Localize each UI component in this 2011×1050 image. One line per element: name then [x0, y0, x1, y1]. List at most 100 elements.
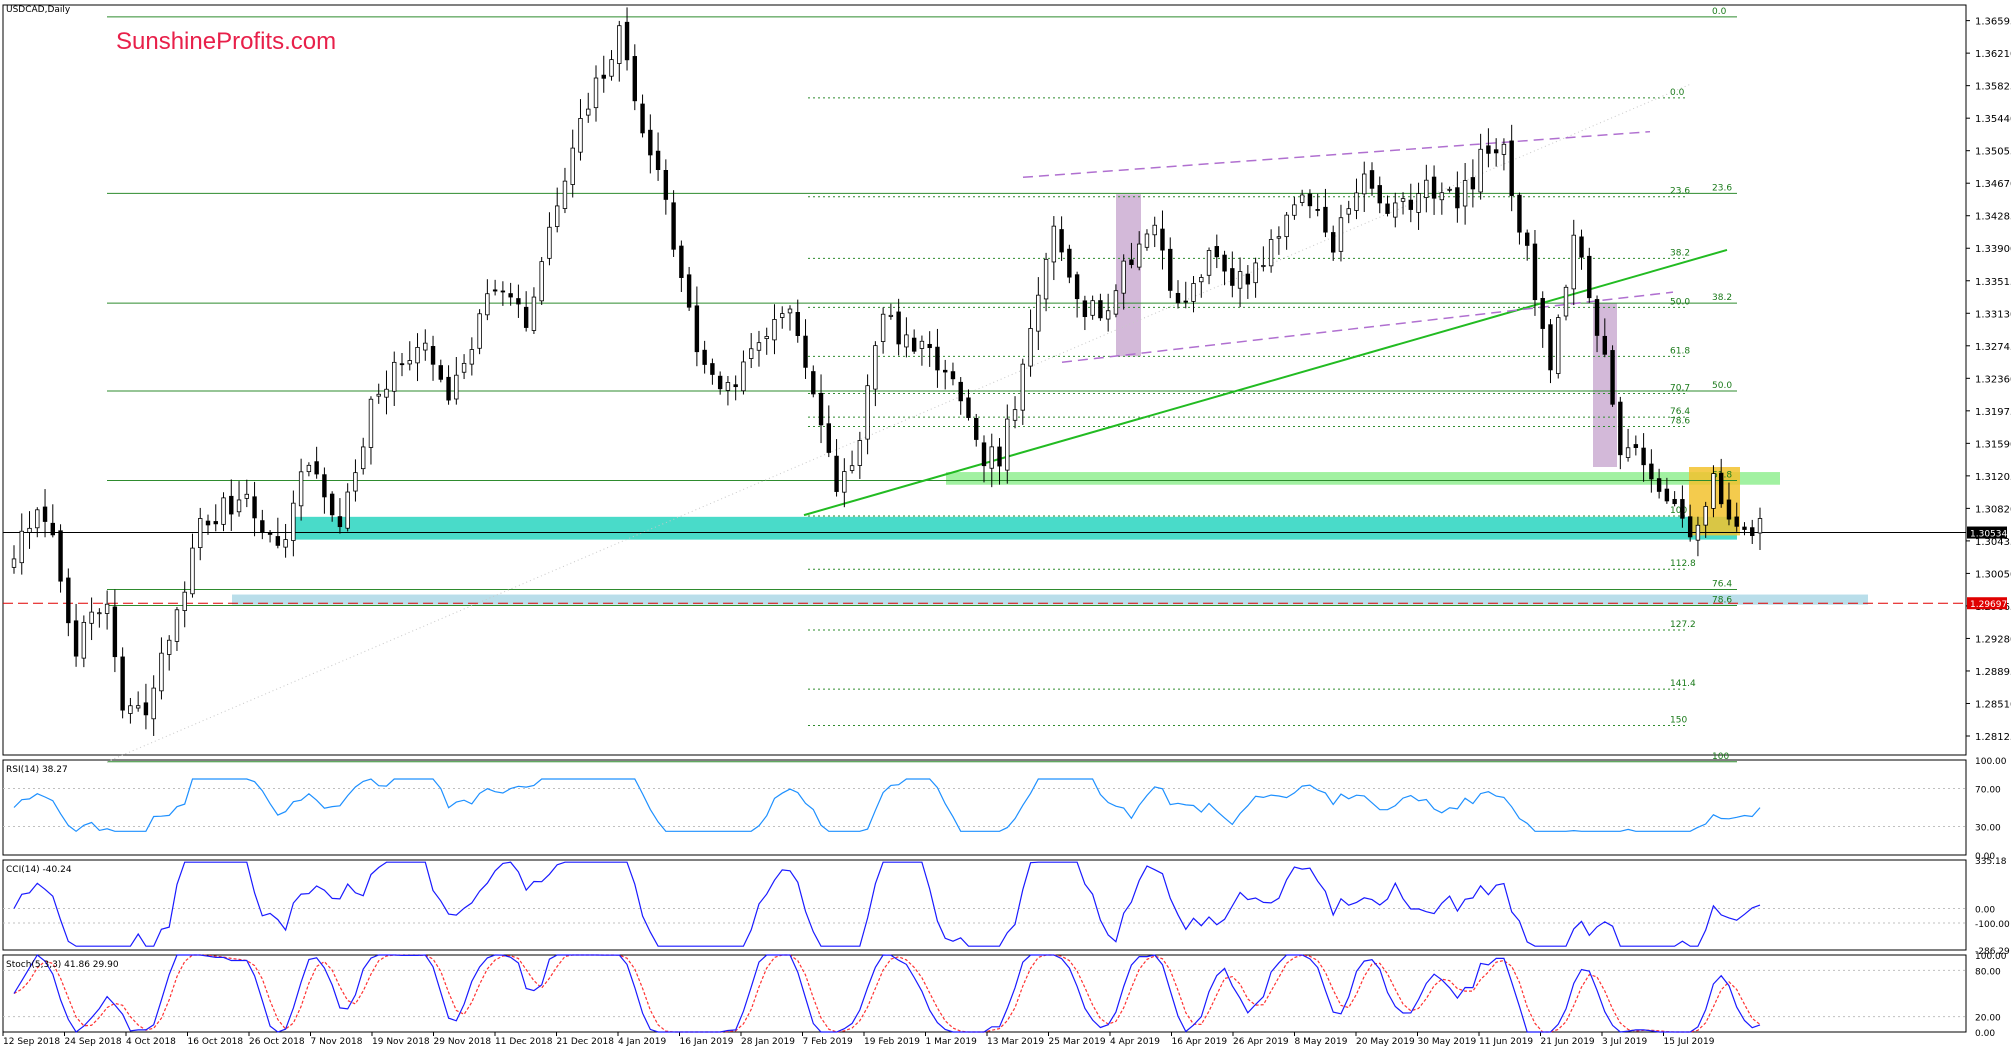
- candle-body: [1346, 208, 1351, 215]
- fib-label-dotted: 100: [1670, 506, 1687, 516]
- candle-body: [1129, 259, 1134, 265]
- candle-body: [1175, 292, 1181, 304]
- x-axis-label: 21 Dec 2018: [557, 1037, 615, 1047]
- candle-body: [182, 591, 187, 611]
- candle-body: [1726, 499, 1732, 520]
- candle-body: [617, 25, 622, 64]
- candle-body: [1455, 187, 1460, 209]
- candle-body: [1587, 255, 1592, 299]
- candle-body: [1532, 243, 1538, 301]
- candle-body: [842, 471, 847, 493]
- candle-body: [648, 129, 653, 156]
- candle-body: [399, 363, 405, 366]
- price-tick-label: 1.35055: [1975, 147, 2011, 158]
- price-tick-label: 1.33515: [1975, 277, 2011, 288]
- candle-body: [1152, 224, 1157, 236]
- candle-body: [112, 606, 118, 658]
- candle-body: [655, 150, 661, 171]
- candle-body: [1199, 277, 1204, 283]
- candle-body: [128, 705, 133, 714]
- candle-body: [919, 340, 925, 349]
- candle-body: [50, 522, 55, 536]
- x-axis-label: 8 May 2019: [1295, 1037, 1348, 1047]
- candle-body: [260, 520, 265, 533]
- rsi-tick-label: 100.00: [1975, 757, 2007, 767]
- candle-body: [500, 290, 506, 293]
- candle-body: [1098, 300, 1103, 319]
- candle-body: [578, 118, 583, 153]
- candle-body: [1292, 204, 1297, 216]
- stoch-tick-label: 100.00: [1975, 952, 2007, 962]
- candle-body: [811, 371, 816, 395]
- price-tick-label: 1.28125: [1975, 732, 2011, 743]
- candle-body: [1703, 506, 1708, 526]
- fib-label-dotted: 70.7: [1670, 384, 1690, 394]
- candle-body: [360, 446, 366, 470]
- candle-body: [787, 308, 793, 314]
- candle-body: [236, 499, 242, 513]
- candle-body: [1695, 524, 1701, 541]
- candle-body: [1377, 185, 1382, 204]
- x-axis-label: 16 Jan 2019: [680, 1037, 734, 1047]
- candle-body: [1369, 170, 1375, 189]
- candle-body: [415, 346, 420, 364]
- price-tick-label: 1.34285: [1975, 212, 2011, 223]
- fib-label-solid: 78.6: [1712, 596, 1732, 606]
- candle-body: [593, 77, 599, 109]
- rsi-line: [13, 778, 1761, 833]
- channel-lower: [1061, 291, 1674, 364]
- candle-body: [461, 362, 467, 373]
- cci-tick-label: 335.18: [1975, 857, 2007, 867]
- candle-body: [818, 392, 824, 426]
- candle-body: [73, 620, 79, 657]
- rsi-tick-label: 30.00: [1975, 824, 2001, 834]
- candle-body: [741, 361, 746, 392]
- candle-body: [1362, 173, 1367, 195]
- candle-body: [997, 446, 1002, 467]
- price-tick-label: 1.30050: [1975, 569, 2011, 580]
- candle-body: [865, 385, 870, 440]
- candle-body: [337, 516, 343, 528]
- candle-body: [1571, 234, 1576, 290]
- candle-body: [1323, 206, 1328, 233]
- candle-body: [166, 639, 172, 655]
- candle-body: [469, 349, 475, 365]
- fib-label-dotted: 150: [1670, 715, 1687, 725]
- candle-body: [1059, 229, 1064, 253]
- price-tick-label: 1.32360: [1975, 374, 2011, 385]
- candle-body: [523, 306, 529, 328]
- candle-body: [143, 702, 149, 716]
- candle-body: [1082, 300, 1088, 318]
- stoch-tick-label: 0.00: [1975, 1029, 1995, 1039]
- price-tick-label: 1.35440: [1975, 114, 2011, 125]
- candle-body: [717, 375, 723, 390]
- candle-body: [1012, 409, 1018, 421]
- candle-body: [1144, 233, 1150, 248]
- candle-body: [1276, 236, 1282, 239]
- candle-body: [174, 609, 180, 642]
- candle-body: [1400, 198, 1406, 202]
- candle-body: [725, 382, 731, 391]
- candle-body: [1028, 328, 1033, 367]
- candle-body: [1525, 232, 1530, 246]
- candle-body: [1307, 193, 1313, 207]
- candle-body: [58, 530, 63, 582]
- candle-body: [1672, 498, 1677, 505]
- candle-body: [1556, 317, 1561, 374]
- candle-body: [392, 361, 397, 392]
- fib-label-dotted: 61.8: [1670, 346, 1690, 356]
- candle-body: [857, 440, 863, 466]
- candle-body: [966, 397, 971, 418]
- candle-body: [539, 261, 544, 302]
- x-axis-label: 3 Jul 2019: [1602, 1037, 1647, 1047]
- chart-symbol-label: USDCAD,Daily: [6, 5, 71, 15]
- candle-body: [477, 313, 482, 349]
- fib-label-solid: 76.4: [1712, 579, 1732, 589]
- candle-body: [531, 296, 537, 331]
- x-axis-label: 16 Apr 2019: [1172, 1037, 1228, 1047]
- x-axis-label: 4 Oct 2018: [126, 1037, 176, 1047]
- candle-body: [1331, 232, 1336, 253]
- candle-body: [1462, 180, 1468, 207]
- fib-label-dotted: 0.0: [1670, 88, 1685, 98]
